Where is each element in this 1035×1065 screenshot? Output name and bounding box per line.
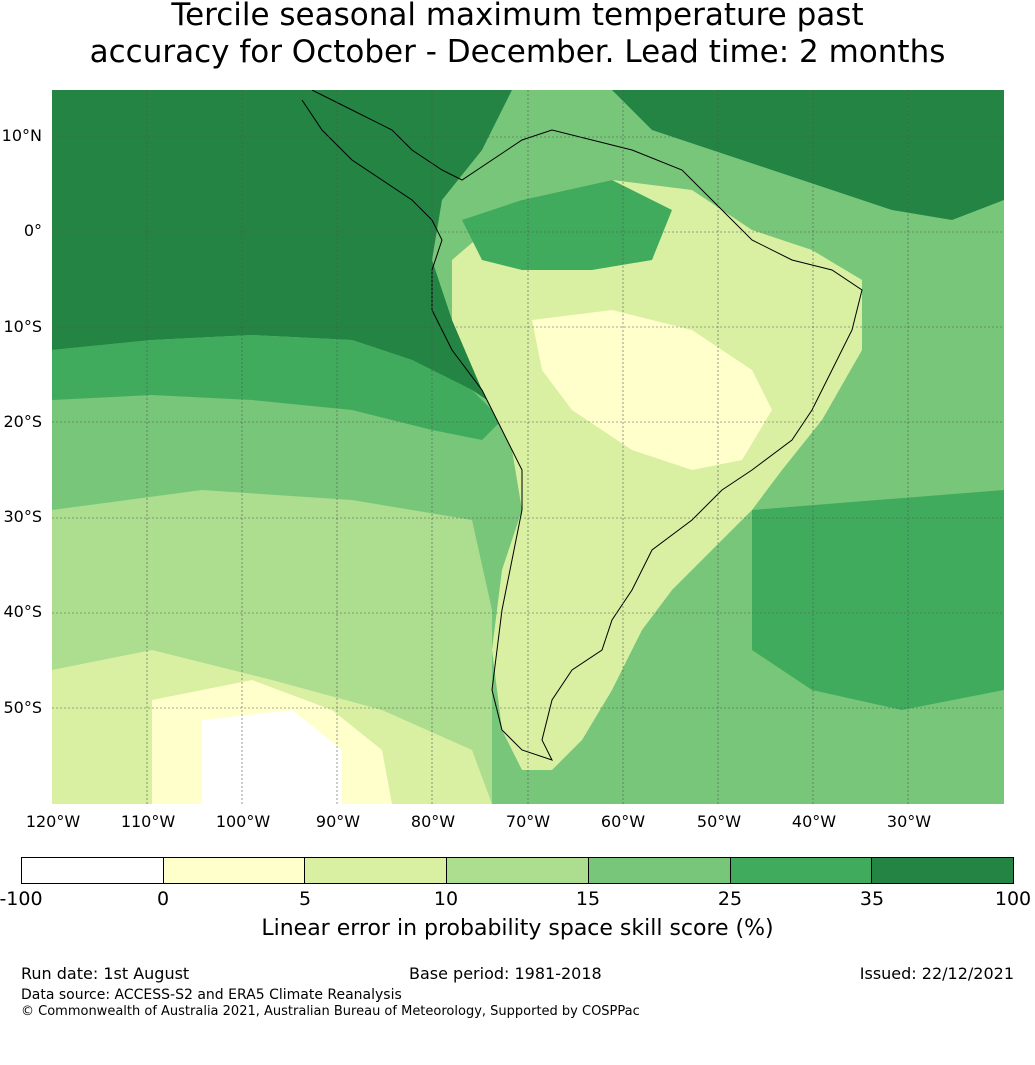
lon-label-80w: 80°W — [410, 812, 456, 831]
lat-label-0: 0° — [23, 221, 42, 240]
lat-label-20s: 20°S — [3, 412, 42, 431]
lon-label-50w: 50°W — [696, 812, 742, 831]
coastline — [301, 90, 863, 761]
copyright: © Commonwealth of Australia 2021, Austra… — [21, 1004, 640, 1019]
colorbar-label: Linear error in probability space skill … — [261, 916, 774, 941]
lat-label-50s: 50°S — [3, 698, 42, 717]
map-canvas — [52, 90, 1004, 804]
lat-label-40s: 40°S — [3, 602, 42, 621]
gridlines — [52, 90, 1004, 804]
colorbar-segment-2 — [305, 858, 448, 883]
colorbar-segment-5 — [730, 858, 873, 883]
run-date: Run date: 1st August — [21, 964, 190, 983]
colorbar-tick: 25 — [717, 888, 743, 910]
lat-label-10n: 10°N — [1, 126, 42, 145]
lat-label-30s: 30°S — [3, 507, 42, 526]
lon-label-90w: 90°W — [315, 812, 361, 831]
lon-label-70w: 70°W — [505, 812, 551, 831]
data-source: Data source: ACCESS-S2 and ERA5 Climate … — [21, 987, 402, 1003]
colorbar-segment-0 — [22, 858, 164, 883]
colorbar — [21, 857, 1014, 884]
lon-label-60w: 60°W — [600, 812, 646, 831]
lon-label-110w: 110°W — [120, 812, 176, 831]
lat-label-10s: 10°S — [3, 317, 42, 336]
base-period: Base period: 1981-2018 — [409, 964, 602, 983]
colorbar-tick: 5 — [298, 888, 312, 910]
colorbar-tick: 100 — [994, 888, 1032, 910]
issued-date: Issued: 22/12/2021 — [859, 964, 1014, 983]
colorbar-tick: -100 — [0, 888, 43, 910]
colorbar-segment-4 — [588, 858, 731, 883]
colorbar-tick: 10 — [433, 888, 459, 910]
colorbar-tick: 0 — [156, 888, 170, 910]
map-title-line-1: Tercile seasonal maximum temperature pas… — [171, 0, 864, 33]
lon-label-120w: 120°W — [25, 812, 81, 831]
colorbar-segment-6 — [872, 858, 1014, 883]
colorbar-tick: 35 — [859, 888, 885, 910]
lon-label-30w: 30°W — [886, 812, 932, 831]
map-title-line-2: accuracy for October - December. Lead ti… — [89, 34, 946, 70]
region-amazon-north — [462, 180, 672, 270]
region-central-brazil — [532, 310, 772, 470]
lon-label-40w: 40°W — [791, 812, 837, 831]
region-south-atlantic — [752, 490, 1004, 710]
region-white-south — [202, 710, 342, 804]
colorbar-tick: 15 — [575, 888, 601, 910]
region-atlantic-north — [612, 90, 1004, 220]
region-pacific-north — [52, 90, 512, 410]
region-pacific-band — [52, 335, 502, 440]
lon-label-100w: 100°W — [215, 812, 271, 831]
colorbar-segment-3 — [447, 858, 589, 883]
skill-score-map — [52, 90, 1004, 804]
colorbar-segment-1 — [163, 858, 306, 883]
